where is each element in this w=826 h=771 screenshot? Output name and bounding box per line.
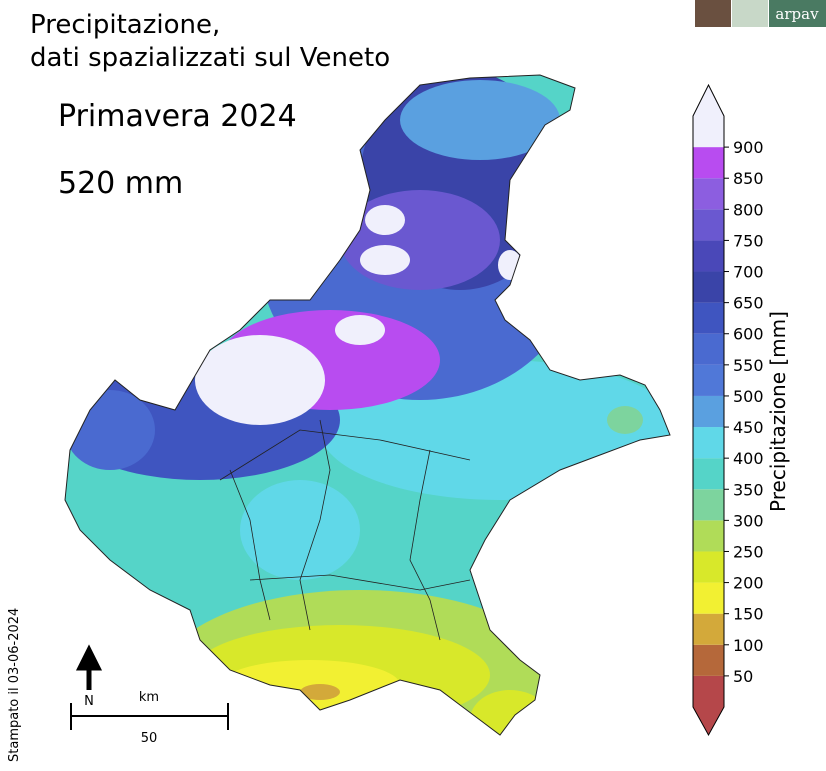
- title: dati spazializzati sul Veneto: [30, 43, 390, 73]
- colorbar-band: [693, 147, 724, 179]
- colorbar-band: [693, 427, 724, 459]
- colorbar-tick-label: 400: [733, 449, 764, 468]
- colorbar-tick-label: 850: [733, 169, 764, 188]
- colorbar-band: [693, 209, 724, 241]
- colorbar-tick-label: 300: [733, 511, 764, 530]
- scale-bar: [70, 703, 229, 730]
- colorbar-band: [693, 458, 724, 490]
- colorbar-band: [693, 116, 724, 148]
- colorbar-tick-label: 250: [733, 542, 764, 561]
- colorbar-tick-label: 750: [733, 231, 764, 250]
- colorbar: 50 100 150 200 250 300 350 400 450 500 550 600 650 70…: [692, 83, 790, 737]
- logo: [732, 0, 768, 27]
- colorbar-tick-label: 450: [733, 418, 764, 437]
- colorbar-tick-label: 700: [733, 263, 764, 282]
- colorbar-tick-label: 650: [733, 294, 764, 313]
- colorbar-tick-label: 900: [733, 138, 764, 157]
- colorbar-band: [693, 582, 724, 614]
- colorbar-band: [693, 675, 724, 707]
- logo-text: arpav: [775, 5, 819, 23]
- colorbar-band: [693, 178, 724, 210]
- colorbar-band: [693, 333, 724, 365]
- colorbar-tick-label: 150: [733, 605, 764, 624]
- scale-unit: km: [139, 690, 159, 705]
- colorbar-tick-label: 500: [733, 387, 764, 406]
- colorbar-tick-label: 100: [733, 636, 764, 655]
- colorbar-tick-label: 550: [733, 356, 764, 375]
- colorbar-band: [693, 364, 724, 396]
- total: 520 mm: [58, 166, 183, 201]
- colorbar-tick-label: 350: [733, 480, 764, 499]
- colorbar-band: [693, 551, 724, 583]
- colorbar-band: [693, 644, 724, 676]
- colorbar-tick-label: 50: [733, 667, 753, 686]
- colorbar-band: [693, 489, 724, 521]
- colorbar-over: [693, 85, 724, 116]
- colorbar-band: [693, 271, 724, 303]
- colorbar-label: Precipitazione [mm]: [766, 311, 790, 512]
- colorbar-band: [693, 613, 724, 645]
- colorbar-under: [693, 707, 724, 735]
- north-label: N: [84, 694, 94, 709]
- scale-length: 50: [141, 731, 158, 746]
- colorbar-band: [693, 240, 724, 272]
- colorbar-tick-label: 800: [733, 200, 764, 219]
- colorbar-tick-label: 200: [733, 574, 764, 593]
- colorbar-tick-label: 600: [733, 325, 764, 344]
- province-borders: [219, 419, 471, 641]
- north-arrow: [75, 644, 103, 690]
- colorbar-band: [693, 520, 724, 552]
- title: Precipitazione,: [30, 10, 220, 40]
- print-stamp: Stampato il 03-06-2024: [7, 608, 22, 762]
- colorbar-band: [693, 302, 724, 334]
- logo: [769, 0, 826, 27]
- colorbar-outline: [692, 83, 725, 737]
- region-border: [64, 74, 671, 736]
- colorbar-band: [693, 395, 724, 428]
- period: Primavera 2024: [58, 99, 297, 134]
- logo: [695, 0, 731, 27]
